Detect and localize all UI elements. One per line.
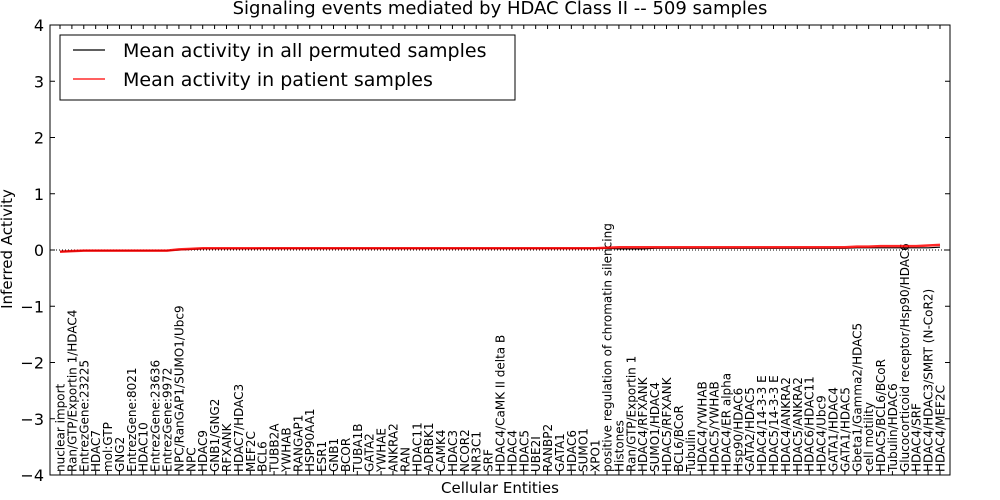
x-tick-label: NPC/RanGAP1/SUMO1/Ubc9	[172, 305, 186, 472]
x-tick-label: BCOR	[339, 438, 353, 472]
x-tick-label: RAN	[398, 447, 412, 472]
legend-label-permuted: Mean activity in all permuted samples	[123, 40, 486, 62]
x-tick-label: HDAC5/14-3-3 E	[767, 375, 781, 472]
x-tick-label: SRF	[482, 449, 496, 472]
y-tick-label: −4	[20, 466, 44, 485]
x-tick-label: TUBA1B	[351, 424, 365, 473]
x-tick-label: HDAC10	[137, 422, 151, 472]
x-tick-label: HDAC4/SRF	[910, 403, 924, 472]
legend-label-patient: Mean activity in patient samples	[123, 69, 433, 91]
x-tick-label: HDAC4	[505, 430, 519, 472]
x-tick-label: HDAC4/YWHAB	[696, 381, 710, 472]
x-tick-label: Tubulin/HDAC6	[886, 383, 900, 473]
legend-box	[59, 34, 516, 101]
x-tick-label: NR3C1	[470, 431, 484, 472]
chart-title: Signaling events mediated by HDAC Class …	[233, 0, 768, 19]
x-tick-label: EntrezGene:9972	[161, 368, 175, 473]
y-axis-label: Inferred Activity	[0, 189, 16, 309]
y-tick-label: 2	[34, 129, 44, 148]
x-tick-label: SUMO1	[577, 428, 591, 472]
axes-frame	[49, 24, 951, 476]
x-tick-label: HDAC4/ANKRA2	[779, 377, 793, 472]
x-tick-label: GNB1/GNG2	[208, 399, 222, 472]
x-tick-label: GNG2	[113, 437, 127, 472]
x-tick-label: MEF2C	[244, 431, 258, 472]
x-tick-label: Tubulin	[684, 429, 698, 473]
x-tick-label: CAMK4	[434, 430, 448, 472]
x-tick-label: HDAC5	[517, 430, 531, 472]
x-tick-label: HDAC4/MEF2C	[934, 385, 948, 472]
y-tick-label: −3	[20, 410, 44, 429]
y-tick-label: 1	[34, 185, 44, 204]
x-tick-label: XPO1	[589, 439, 603, 472]
x-tick-label: RFXANK	[220, 422, 234, 472]
x-tick-label: mol:GTP	[101, 422, 115, 472]
x-tick-label: Ran/GTP/Exportin 1	[624, 356, 638, 472]
x-tick-label: HDAC11	[410, 422, 424, 472]
x-tick-label: Glucocorticoid receptor/Hsp90/HDAC6	[898, 243, 912, 472]
x-tick-label: HDAC4/Ubc9	[815, 395, 829, 472]
x-tick-label: EntrezGene:23225	[77, 360, 91, 472]
x-tick-label: ADRBK1	[422, 422, 436, 472]
x-tick-label: RANGAP1	[291, 415, 305, 472]
x-tick-label: BCL6	[256, 441, 270, 472]
x-tick-label: ANKRA2	[386, 423, 400, 472]
x-tick-label: NPC	[184, 447, 198, 472]
x-tick-label: HDAC7/HDAC3	[232, 384, 246, 472]
y-tick-label: 3	[34, 72, 44, 91]
x-tick-label: HDAC6	[565, 430, 579, 472]
x-tick-label: TUBB2A	[268, 423, 282, 473]
series-line-1	[59, 243, 941, 253]
x-tick-label: Gbeta1/Gamma2/HDAC5	[850, 323, 864, 472]
x-tick-label: HSP90AA1	[303, 408, 317, 472]
x-tick-label: EntrezGene:23636	[149, 360, 163, 472]
x-tick-label: YWHAE	[375, 428, 389, 473]
x-tick-label: GNB1	[327, 438, 341, 472]
x-tick-label: NCOR2	[458, 429, 472, 472]
x-tick-label: Hsp90/HDAC6	[731, 388, 745, 472]
legend: Mean activity in all permuted samples Me…	[59, 34, 516, 101]
x-tick-label: HDAC6/HDAC11	[803, 376, 817, 472]
x-tick-label: Ran/GTP/Exportin 1/HDAC4	[65, 310, 79, 472]
x-tick-label: SUMO1/HDAC4	[648, 382, 662, 472]
x-tick-label: UBE2I	[529, 436, 543, 472]
x-tick-label: HDAC4/RFXANK	[636, 376, 650, 472]
x-tick-label: GATA2	[363, 433, 377, 472]
x-tick-label: HDAC4/14-3-3 E	[755, 375, 769, 472]
x-tick-label: EntrezGene:8021	[125, 368, 139, 473]
x-tick-label: nuclear import	[54, 383, 68, 472]
y-tick-label: 0	[34, 241, 44, 260]
x-tick-label: GATA1	[553, 433, 567, 472]
x-tick-label: ESR1	[315, 441, 329, 472]
x-tick-label: HDAC9	[196, 430, 210, 472]
x-tick-label: GATA2/HDAC5	[743, 387, 757, 472]
x-tick-label: HDAC5/ANKRA2	[791, 377, 805, 472]
x-tick-label: GATA1/HDAC5	[838, 387, 852, 472]
x-tick-label: HDAC3	[446, 430, 460, 472]
x-tick-label: cell motility	[862, 402, 876, 472]
y-tick-label: −1	[20, 297, 44, 316]
x-tick-label: RANBP2	[541, 424, 555, 472]
x-tick-label: HDAC7	[89, 430, 103, 472]
x-tick-label: YWHAB	[279, 427, 293, 473]
x-tick-label: HDAC5/RFXANK	[660, 376, 674, 472]
x-tick-label: positive regulation of chromatin silenci…	[601, 223, 615, 472]
x-tick-label: HDAC4/HDAC3/SMRT (N-CoR2)	[922, 289, 936, 472]
x-tick-label: HDAC4/CaMK II delta B	[494, 335, 508, 472]
y-tick-label: 4	[34, 16, 44, 35]
x-tick-label: HDAC5/BCL6/BCoR	[874, 359, 888, 472]
x-tick-label: HDAC5/YWHAB	[708, 381, 722, 472]
x-axis-label: Cellular Entities	[441, 479, 559, 497]
x-tick-label: GATA1/HDAC4	[826, 387, 840, 472]
x-tick-label: Histones	[612, 420, 626, 472]
x-tick-label: HDAC4/ER alpha	[719, 373, 733, 472]
x-tick-label: BCL6/BCoR	[672, 405, 686, 472]
y-tick-label: −2	[20, 354, 44, 373]
